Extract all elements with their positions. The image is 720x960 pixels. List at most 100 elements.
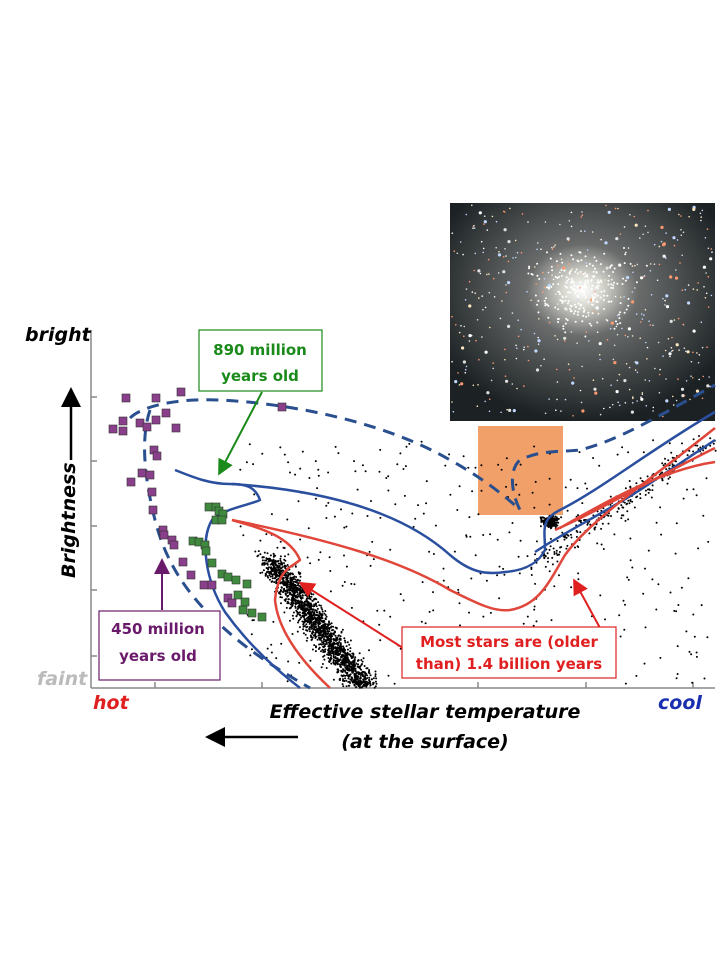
cluster-star — [640, 396, 642, 399]
star-point — [275, 579, 278, 581]
star-point — [297, 619, 300, 622]
star-point — [550, 519, 553, 522]
cluster-star — [504, 375, 507, 378]
cluster-star — [598, 353, 601, 356]
cluster-star — [692, 329, 696, 333]
star-point — [609, 503, 612, 506]
star-point — [361, 660, 364, 663]
cluster-star — [555, 260, 558, 263]
star-450-myr — [147, 487, 157, 497]
star-point — [348, 643, 351, 646]
star-point — [533, 506, 536, 509]
star-point — [313, 644, 316, 647]
cluster-star — [603, 407, 605, 410]
star-point — [368, 682, 371, 685]
cluster-star — [591, 294, 594, 297]
cluster-star — [557, 303, 559, 305]
cluster-star — [479, 272, 482, 275]
star-point — [584, 518, 587, 521]
cluster-star — [672, 404, 675, 406]
cluster-star — [639, 337, 641, 340]
cluster-star — [603, 290, 606, 292]
cluster-star — [706, 384, 709, 387]
star-point — [534, 582, 537, 585]
star-point — [285, 606, 288, 609]
star-point — [283, 611, 286, 614]
star-point — [328, 621, 330, 624]
star-point — [482, 534, 485, 536]
cluster-star — [551, 248, 554, 250]
star-point — [279, 559, 282, 562]
star-point — [299, 597, 302, 600]
star-point — [368, 669, 371, 671]
star-point — [625, 503, 628, 506]
star-point — [631, 566, 634, 569]
star-point — [482, 615, 485, 618]
star-point — [338, 648, 341, 651]
cluster-star — [585, 262, 588, 264]
star-point — [261, 559, 264, 562]
cluster-star — [682, 323, 684, 326]
cluster-star — [536, 248, 538, 251]
cluster-star — [613, 267, 616, 270]
star-point — [496, 538, 499, 541]
highlight-box — [478, 426, 563, 515]
star-point — [325, 615, 328, 618]
star-point — [644, 626, 647, 629]
star-point — [336, 653, 339, 656]
cluster-star — [652, 406, 655, 409]
cluster-star — [530, 273, 533, 275]
star-point — [295, 576, 298, 578]
cluster-star — [584, 275, 587, 278]
star-point — [331, 652, 334, 655]
cluster-star — [593, 292, 596, 295]
star-point — [453, 550, 456, 553]
cluster-star — [631, 300, 635, 304]
star-point — [268, 566, 270, 569]
star-point — [299, 538, 302, 541]
star-point — [272, 562, 274, 564]
star-point — [274, 576, 277, 579]
star-point — [263, 561, 266, 564]
star-point — [586, 522, 589, 525]
cluster-star — [570, 254, 573, 257]
star-point — [286, 571, 289, 574]
cluster-star — [564, 299, 567, 302]
cluster-star — [647, 231, 649, 234]
star-point — [305, 639, 308, 642]
star-point — [248, 443, 251, 446]
cluster-star — [618, 313, 621, 316]
star-point — [531, 491, 534, 494]
star-point — [317, 474, 320, 477]
star-point — [318, 604, 321, 607]
cluster-star — [595, 259, 598, 262]
cluster-star — [618, 317, 621, 320]
star-point — [667, 459, 670, 462]
cluster-star — [641, 392, 644, 394]
star-point — [639, 497, 642, 500]
star-point — [465, 535, 468, 538]
star-point — [271, 559, 274, 562]
star-point — [290, 599, 293, 601]
cluster-star — [504, 248, 506, 250]
cluster-star — [683, 394, 686, 397]
star-point — [259, 572, 262, 574]
cluster-star — [527, 221, 529, 223]
star-point — [474, 466, 477, 469]
star-point — [285, 586, 288, 589]
star-point — [518, 572, 521, 575]
cluster-star — [665, 305, 670, 309]
star-point — [567, 534, 570, 537]
star-point — [262, 556, 265, 559]
star-point — [556, 540, 559, 542]
star-point — [282, 580, 285, 583]
star-point — [334, 659, 337, 662]
cluster-star — [561, 301, 564, 304]
star-point — [265, 559, 268, 562]
star-890-myr — [201, 546, 211, 556]
star-point — [530, 568, 533, 570]
cluster-star — [677, 317, 680, 320]
star-point — [458, 602, 461, 605]
cluster-star — [619, 233, 622, 235]
star-point — [540, 516, 542, 519]
